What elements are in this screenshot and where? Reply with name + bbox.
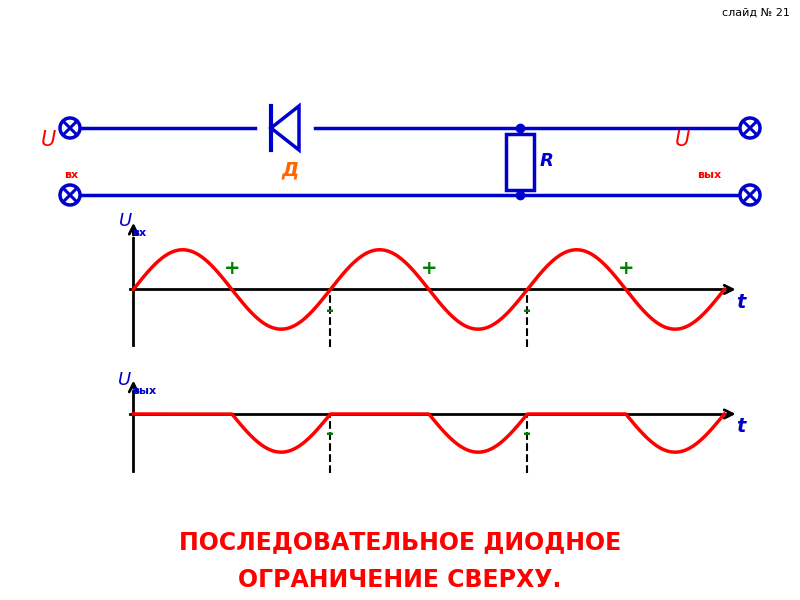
Text: -: - [523, 301, 531, 320]
Text: $U$: $U$ [117, 371, 131, 389]
Text: t: t [736, 417, 746, 436]
Text: ОГРАНИЧЕНИЕ СВЕРХУ.: ОГРАНИЧЕНИЕ СВЕРХУ. [238, 568, 562, 592]
Text: вх: вх [64, 169, 78, 179]
Bar [506, 134, 534, 190]
Text: +: + [421, 259, 437, 278]
Text: +: + [224, 259, 240, 278]
Text: -: - [523, 424, 531, 443]
Text: Д: Д [282, 160, 298, 179]
Text: t: t [736, 293, 746, 311]
Text: $U$: $U$ [674, 130, 690, 149]
Text: вых: вых [132, 386, 156, 396]
Text: $U$: $U$ [39, 130, 57, 149]
Text: ПОСЛЕДОВАТЕЛЬНОЕ ДИОДНОЕ: ПОСЛЕДОВАТЕЛЬНОЕ ДИОДНОЕ [179, 530, 621, 554]
Text: слайд № 21: слайд № 21 [722, 8, 790, 18]
Text: вх: вх [132, 228, 146, 238]
Text: R: R [540, 152, 554, 170]
Text: +: + [618, 259, 634, 278]
Text: вых: вых [697, 169, 721, 179]
Text: -: - [326, 424, 334, 443]
Text: $U$: $U$ [118, 212, 133, 230]
Text: -: - [326, 301, 334, 320]
